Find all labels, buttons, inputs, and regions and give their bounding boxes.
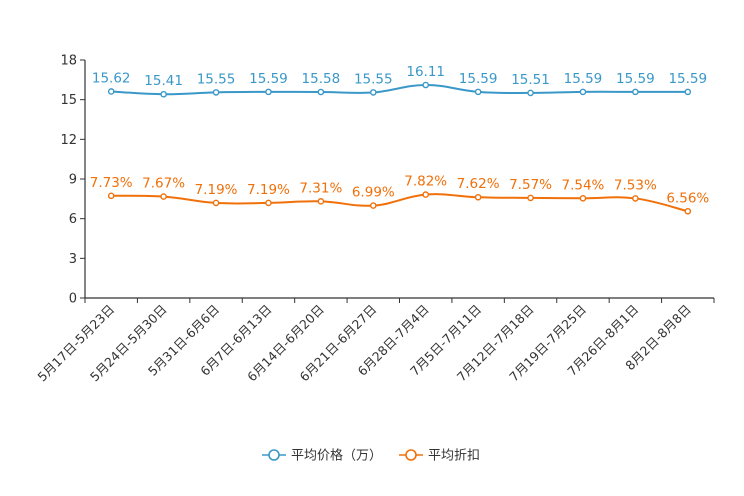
data-label: 7.82% bbox=[404, 174, 447, 190]
data-label: 7.19% bbox=[195, 182, 238, 198]
data-point bbox=[212, 199, 220, 207]
data-point bbox=[369, 89, 377, 96]
data-point bbox=[579, 195, 587, 202]
data-label: 15.58 bbox=[302, 71, 341, 87]
data-label: 16.11 bbox=[406, 64, 445, 80]
data-point bbox=[474, 193, 482, 201]
x-axis: 5月17日-5月23日5月24日-5月30日5月31日-6月6日6月7日-6月1… bbox=[34, 297, 715, 384]
data-label: 15.59 bbox=[564, 71, 603, 87]
data-point bbox=[527, 89, 534, 97]
data-label: 7.57% bbox=[509, 177, 552, 193]
data-label: 7.73% bbox=[90, 175, 133, 191]
y-tick-label: 9 bbox=[69, 173, 77, 188]
data-label: 7.19% bbox=[247, 182, 290, 198]
data-point bbox=[684, 207, 692, 215]
data-point bbox=[632, 88, 639, 96]
y-tick-label: 0 bbox=[69, 292, 77, 307]
series-line bbox=[111, 193, 689, 213]
data-point bbox=[422, 81, 430, 89]
y-tick-label: 12 bbox=[60, 133, 77, 148]
data-label: 15.59 bbox=[668, 71, 707, 87]
legend-label: 平均价格（万） bbox=[291, 448, 382, 464]
data-label: 15.62 bbox=[92, 70, 131, 86]
data-point bbox=[317, 198, 325, 205]
data-label: 15.55 bbox=[354, 71, 393, 87]
data-label: 15.51 bbox=[511, 72, 550, 88]
data-point bbox=[527, 194, 534, 202]
data-point bbox=[684, 88, 692, 96]
data-point bbox=[422, 191, 430, 198]
data-label: 15.59 bbox=[459, 71, 498, 87]
data-point bbox=[160, 193, 167, 200]
data-point bbox=[474, 88, 482, 96]
data-label: 6.99% bbox=[352, 185, 395, 201]
data-label: 6.56% bbox=[666, 190, 709, 206]
data-point bbox=[265, 88, 272, 96]
data-point bbox=[579, 88, 587, 96]
data-label: 7.54% bbox=[562, 177, 605, 193]
data-label: 15.59 bbox=[616, 71, 655, 87]
data-label: 7.31% bbox=[299, 180, 342, 196]
data-point bbox=[212, 89, 220, 96]
y-tick-label: 3 bbox=[69, 252, 77, 267]
data-label: 15.41 bbox=[144, 73, 183, 89]
y-axis: 0 3 6 9 12 15 18 bbox=[60, 54, 86, 307]
data-label: 15.59 bbox=[249, 71, 288, 87]
data-point bbox=[265, 199, 272, 207]
legend[interactable]: 平均价格（万） 平均折扣 bbox=[262, 448, 480, 464]
y-tick-label: 15 bbox=[60, 93, 77, 108]
series-layer: 15.62 15.41 15.55 15.59 15.58 15.55 16.11 15.59… bbox=[90, 64, 709, 215]
data-label: 15.55 bbox=[197, 71, 236, 87]
series-2: 7.73% 7.67% 7.19% 7.19% 7.31% 6.99% 7.82% 7.62%… bbox=[90, 174, 709, 215]
series-1: 15.62 15.41 15.55 15.59 15.58 15.55 16.11 15.59… bbox=[92, 64, 707, 98]
data-label: 7.67% bbox=[142, 176, 185, 192]
data-label: 7.62% bbox=[457, 176, 500, 192]
legend-item-1[interactable]: 平均价格（万） bbox=[262, 448, 382, 464]
data-point bbox=[369, 202, 377, 209]
legend-swatch-marker bbox=[268, 449, 280, 461]
data-point bbox=[317, 88, 325, 96]
data-point bbox=[632, 195, 639, 202]
data-point bbox=[107, 88, 115, 95]
data-label: 7.53% bbox=[614, 177, 657, 193]
data-point bbox=[160, 90, 167, 98]
y-tick-label: 18 bbox=[60, 54, 77, 69]
data-point bbox=[107, 192, 115, 200]
y-tick-label: 6 bbox=[69, 212, 77, 227]
legend-swatch-marker bbox=[405, 449, 417, 461]
legend-label: 平均折扣 bbox=[428, 449, 480, 464]
legend-item-2[interactable]: 平均折扣 bbox=[399, 449, 480, 464]
series-line bbox=[111, 83, 688, 96]
